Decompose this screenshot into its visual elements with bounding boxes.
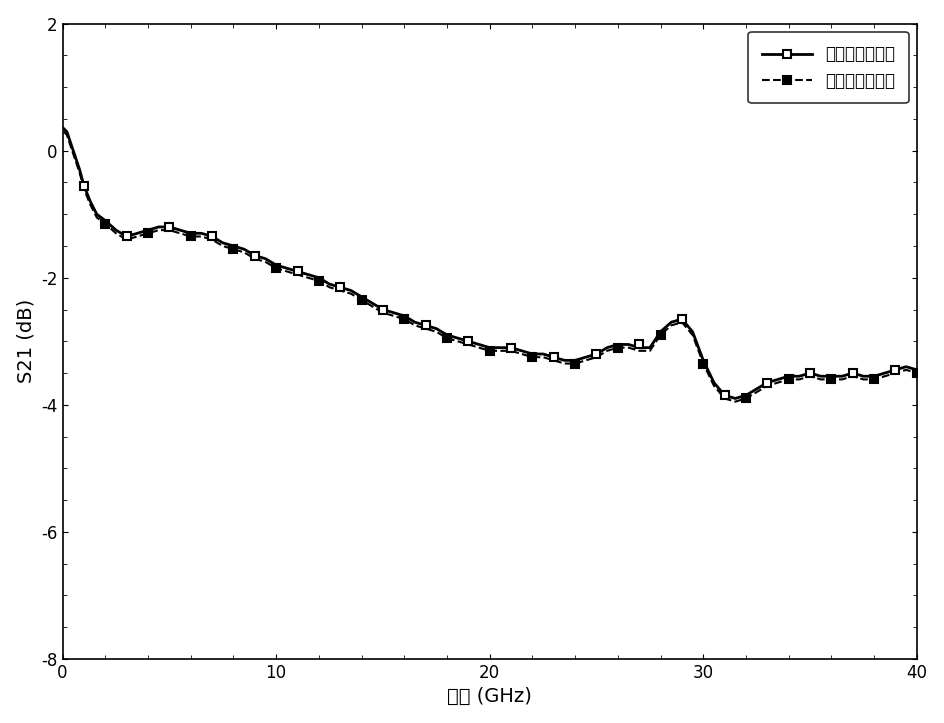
移频外差法结果	[911, 369, 922, 377]
Y-axis label: S21 (dB): S21 (dB)	[17, 299, 36, 383]
本方案测量结果	[78, 181, 90, 190]
本方案测量结果	[121, 232, 132, 241]
本方案测量结果	[207, 232, 218, 241]
本方案测量结果	[463, 337, 474, 346]
移频外差法结果	[612, 343, 623, 352]
Legend: 本方案测量结果, 移频外差法结果: 本方案测量结果, 移频外差法结果	[749, 32, 908, 103]
移频外差法结果	[398, 315, 410, 323]
本方案测量结果	[163, 223, 175, 231]
本方案测量结果	[505, 343, 516, 352]
本方案测量结果	[676, 315, 687, 323]
Line: 本方案测量结果: 本方案测量结果	[80, 181, 900, 399]
本方案测量结果	[249, 251, 261, 260]
移频外差法结果	[698, 359, 709, 368]
移频外差法结果	[655, 330, 666, 339]
本方案测量结果	[292, 267, 303, 275]
本方案测量结果	[548, 353, 560, 362]
移频外差法结果	[442, 334, 453, 343]
本方案测量结果	[420, 321, 431, 330]
移频外差法结果	[484, 346, 496, 355]
移频外差法结果	[740, 394, 751, 403]
移频外差法结果	[185, 232, 196, 241]
X-axis label: 频率 (GHz): 频率 (GHz)	[447, 688, 532, 706]
本方案测量结果	[719, 391, 731, 400]
移频外差法结果	[826, 375, 837, 384]
本方案测量结果	[890, 366, 902, 375]
移频外差法结果	[569, 359, 581, 368]
移频外差法结果	[527, 353, 538, 362]
移频外差法结果	[356, 296, 367, 304]
移频外差法结果	[271, 264, 282, 273]
移频外差法结果	[143, 229, 154, 238]
移频外差法结果	[868, 375, 880, 384]
移频外差法结果	[228, 245, 239, 254]
移频外差法结果	[100, 220, 111, 228]
本方案测量结果	[762, 378, 773, 387]
本方案测量结果	[591, 350, 602, 359]
本方案测量结果	[847, 369, 858, 377]
本方案测量结果	[378, 305, 389, 314]
本方案测量结果	[804, 369, 816, 377]
本方案测量结果	[334, 283, 346, 291]
本方案测量结果	[633, 340, 645, 348]
移频外差法结果	[783, 375, 794, 384]
移频外差法结果	[313, 277, 325, 286]
Line: 移频外差法结果: 移频外差法结果	[101, 220, 921, 403]
